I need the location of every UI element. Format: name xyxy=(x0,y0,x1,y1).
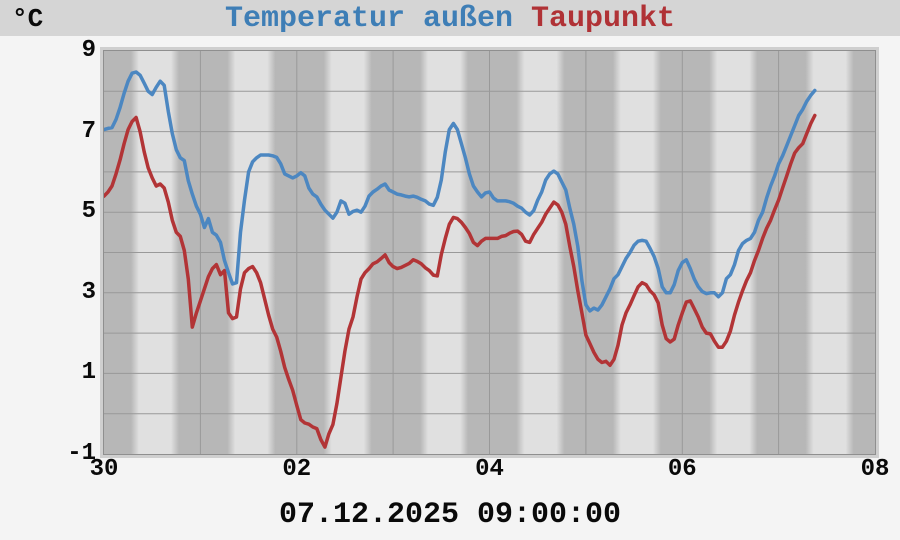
chart-canvas xyxy=(104,51,875,454)
title-temperature-series: Temperatur außen xyxy=(224,2,513,36)
series-line-temperature xyxy=(104,70,817,313)
y-tick-label: -1 xyxy=(67,440,96,467)
y-tick-label: 5 xyxy=(81,198,96,226)
y-tick-label: 9 xyxy=(81,37,96,64)
y-tick-label: 3 xyxy=(81,278,96,306)
x-tick-label: 06 xyxy=(667,456,697,483)
y-axis-unit-label: °C xyxy=(12,4,44,34)
x-tick-label: 04 xyxy=(475,456,504,483)
x-tick-label: 02 xyxy=(282,456,312,483)
y-tick-label: 7 xyxy=(81,117,96,145)
series-line-dewpoint xyxy=(104,113,817,449)
plot-frame xyxy=(100,47,879,458)
x-tick-label: 30 xyxy=(89,456,119,483)
y-tick-label: 1 xyxy=(81,359,96,387)
chart-header: °C Temperatur außen Taupunkt xyxy=(0,0,900,36)
plot-area xyxy=(103,50,876,455)
footer-timestamp: 07.12.2025 09:00:00 xyxy=(278,498,622,532)
x-tick-label: 08 xyxy=(860,456,890,483)
chart-title: Temperatur außen Taupunkt xyxy=(0,3,900,35)
title-dewpoint-series: Taupunkt xyxy=(531,2,676,36)
